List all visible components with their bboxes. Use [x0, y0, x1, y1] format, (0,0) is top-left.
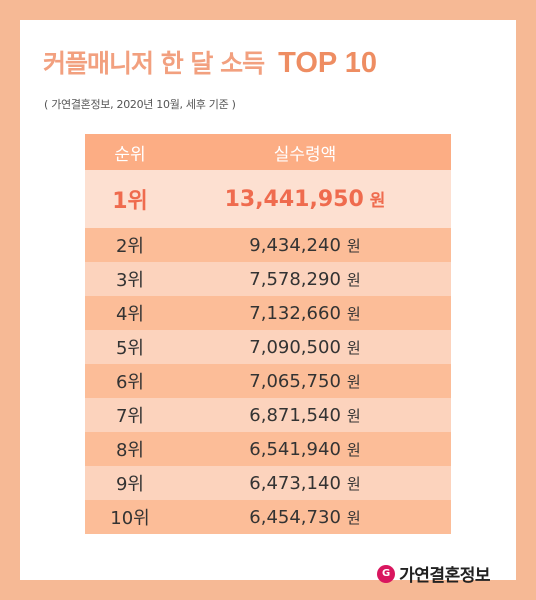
amount-cell: 6,871,540 원 [175, 405, 435, 426]
table-row: 7위 6,871,540 원 [85, 398, 451, 432]
title-main: 커플매니저 한 달 소득 [43, 49, 265, 78]
infographic-card: 커플매니저 한 달 소득 TOP 10 ( 가연결혼정보, 2020년 10월,… [20, 20, 516, 586]
amount-unit: 원 [346, 474, 361, 493]
amount-cell: 6,473,140 원 [175, 473, 435, 494]
title-highlight: TOP 10 [278, 47, 378, 79]
table-row: 1위 13,441,950 원 [85, 170, 451, 228]
amount-unit: 원 [369, 191, 386, 211]
amount-cell: 7,132,660 원 [175, 303, 435, 324]
amount-unit: 원 [346, 372, 361, 391]
amount-value: 7,090,500 [249, 336, 341, 358]
amount-unit: 원 [346, 338, 361, 357]
table-row: 4위 7,132,660 원 [85, 296, 451, 330]
table-row: 9위 6,473,140 원 [85, 466, 451, 500]
table-row: 6위 7,065,750 원 [85, 364, 451, 398]
amount-value: 7,578,290 [249, 268, 341, 290]
rank-cell: 8위 [115, 440, 144, 461]
amount-cell: 7,578,290 원 [175, 269, 435, 290]
rank-cell: 5위 [115, 338, 144, 359]
amount-value: 6,871,540 [249, 404, 341, 426]
header-rank: 순위 [114, 144, 146, 165]
table-row: 2위 9,434,240 원 [85, 228, 451, 262]
amount-unit: 원 [346, 440, 361, 459]
header-amount: 실수령액 [273, 144, 337, 165]
source-note: ( 가연결혼정보, 2020년 10월, 세후 기준 ) [44, 98, 236, 111]
amount-cell: 6,541,940 원 [175, 439, 435, 460]
rank-cell: 1위 [112, 189, 148, 214]
rank-cell: 9위 [115, 474, 144, 495]
amount-cell: 7,090,500 원 [175, 337, 435, 358]
brand-logo: G 가연결혼정보 [377, 561, 490, 586]
amount-cell: 7,065,750 원 [175, 371, 435, 392]
rank-cell: 7위 [115, 406, 144, 427]
rank-cell: 10위 [110, 508, 150, 529]
table-row: 3위 7,578,290 원 [85, 262, 451, 296]
amount-value: 7,065,750 [249, 370, 341, 392]
amount-unit: 원 [346, 236, 361, 255]
amount-value: 6,541,940 [249, 438, 341, 460]
brand-g-icon: G [377, 564, 396, 583]
table-row: 10위 6,454,730 원 [85, 500, 451, 534]
brand-name: 가연결혼정보 [399, 566, 490, 586]
amount-cell: 6,454,730 원 [175, 507, 435, 528]
rank-cell: 6위 [115, 372, 144, 393]
rank-cell: 4위 [115, 304, 144, 325]
table-row: 8위 6,541,940 원 [85, 432, 451, 466]
amount-cell: 9,434,240 원 [175, 235, 435, 256]
amount-unit: 원 [346, 270, 361, 289]
amount-value: 6,454,730 [249, 506, 341, 528]
amount-value: 7,132,660 [249, 302, 341, 324]
rank-cell: 2위 [115, 236, 144, 257]
page-title: 커플매니저 한 달 소득 TOP 10 [43, 44, 377, 80]
amount-value: 9,434,240 [249, 234, 341, 256]
amount-value: 6,473,140 [249, 472, 341, 494]
table-row: 5위 7,090,500 원 [85, 330, 451, 364]
amount-unit: 원 [346, 508, 361, 527]
amount-cell: 13,441,950 원 [175, 186, 435, 212]
amount-value: 13,441,950 [224, 187, 364, 212]
amount-unit: 원 [346, 304, 361, 323]
ranking-table: 순위 실수령액 1위 13,441,950 원 2위 9,434,240 원 3위 … [85, 134, 451, 534]
amount-unit: 원 [346, 406, 361, 425]
table-header-row: 순위 실수령액 [85, 134, 451, 170]
rank-cell: 3위 [115, 270, 144, 291]
